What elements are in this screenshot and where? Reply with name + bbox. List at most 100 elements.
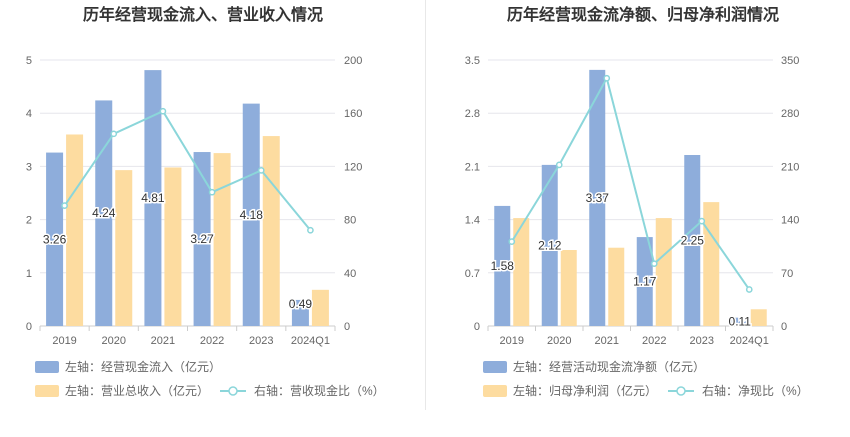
y-left-tick-label: 3.5 xyxy=(465,55,480,67)
y-right-tick-label: 200 xyxy=(344,55,362,67)
y-left-tick-label: 3 xyxy=(26,161,32,173)
bar-net-profit xyxy=(703,202,720,326)
bar-net-profit xyxy=(608,247,625,326)
chart-title: 历年经营现金流净额、归母净利润情况 xyxy=(507,5,779,24)
y-right-tick-label: 160 xyxy=(344,108,362,120)
legend-swatch-marker xyxy=(676,386,686,396)
y-left-tick-label: 0 xyxy=(474,321,480,333)
bar-revenue xyxy=(164,167,182,326)
chart-title: 历年经营现金流入、营业收入情况 xyxy=(83,5,323,24)
y-left-tick-label: 1.4 xyxy=(465,215,480,227)
legend-label: 左轴：营业总收入（亿元） xyxy=(65,383,209,398)
bar-data-label: 3.37 xyxy=(586,191,610,205)
x-tick-label: 2021 xyxy=(151,335,175,347)
bar-net-profit xyxy=(513,218,530,326)
line-cash-revenue-ratio xyxy=(63,109,312,231)
line-point xyxy=(208,188,216,196)
x-tick-label: 2019 xyxy=(500,335,524,347)
x-tick-label: 2022 xyxy=(642,335,666,347)
bar-data-label: 0.49 xyxy=(289,297,313,311)
line-point xyxy=(110,130,118,138)
chart-operating-cash-inflow: 历年经营现金流入、营业收入情况 0 1 2 3 4 5 0 40 80 120 160 200 2019 2… xyxy=(26,5,385,398)
bar-net-cash-flow xyxy=(494,205,511,326)
bar-net-cash-flow xyxy=(684,155,701,326)
chart-net-cash-flow: 历年经营现金流净额、归母净利润情况 0 0.7 1.4 2.1 2.8 3.5 0 70 140 2… xyxy=(465,5,809,398)
legend-swatch xyxy=(483,385,507,397)
y-right-tick-label: 80 xyxy=(344,215,356,227)
legend-label: 左轴：归母净利润（亿元） xyxy=(513,383,657,398)
x-tick-label: 2020 xyxy=(102,335,126,347)
x-tick-label: 2021 xyxy=(595,335,619,347)
y-left-tick-label: 0 xyxy=(26,321,32,333)
bar-data-label: 2.25 xyxy=(681,234,705,248)
bar-cash-inflow xyxy=(144,70,162,326)
bar-net-cash-flow xyxy=(589,69,606,326)
bar-data-label: 4.81 xyxy=(141,191,165,205)
y-left-tick-label: 2.1 xyxy=(465,161,480,173)
y-right-tick-label: 70 xyxy=(781,268,793,280)
line-point xyxy=(555,161,563,169)
legend-label: 右轴：营收现金比（%） xyxy=(254,383,385,398)
line-point xyxy=(257,167,265,174)
bar-cash-inflow xyxy=(95,100,113,326)
bar-data-label: 1.17 xyxy=(633,275,657,289)
bar-data-label: 3.27 xyxy=(190,232,214,246)
bar-data-label: 1.58 xyxy=(491,259,515,273)
bar-revenue xyxy=(262,136,280,326)
y-left-tick-label: 0.7 xyxy=(465,268,480,280)
chart-divider xyxy=(425,0,426,410)
x-tick-label: 2020 xyxy=(547,335,571,347)
bar-cash-inflow xyxy=(193,152,211,326)
bar-cash-inflow xyxy=(46,152,64,326)
legend-swatch xyxy=(35,361,59,373)
bar-net-profit xyxy=(655,218,672,326)
legend-label: 右轴：净现比（%） xyxy=(702,383,809,398)
bar-net-cash-flow xyxy=(636,237,653,326)
line-point xyxy=(61,202,68,209)
y-right-tick-label: 210 xyxy=(781,161,799,173)
x-tick-label: 2019 xyxy=(52,335,76,347)
line-point xyxy=(698,217,706,225)
bar-net-profit xyxy=(560,250,577,326)
bar-net-cash-flow xyxy=(541,164,558,326)
y-right-tick-label: 40 xyxy=(344,268,356,280)
bar-cash-inflow xyxy=(291,299,309,326)
legend-label: 左轴：经营现金流入（亿元） xyxy=(65,359,221,374)
y-right-tick-label: 0 xyxy=(344,321,350,333)
y-right-tick-label: 350 xyxy=(781,55,799,67)
line-point xyxy=(603,74,611,82)
y-left-tick-label: 5 xyxy=(26,55,32,67)
x-tick-label: 2023 xyxy=(690,335,714,347)
x-tick-label: 2023 xyxy=(249,335,273,347)
y-right-tick-label: 140 xyxy=(781,215,799,227)
x-tick-label: 2022 xyxy=(200,335,224,347)
line-point xyxy=(508,238,516,245)
bar-net-cash-flow xyxy=(731,317,748,326)
bar-revenue xyxy=(213,153,231,326)
bar-net-profit xyxy=(750,309,767,326)
bar-cash-inflow xyxy=(242,103,260,327)
line-net-cash-ratio xyxy=(510,75,751,291)
line-point xyxy=(650,260,658,268)
y-left-tick-label: 2 xyxy=(26,215,32,227)
bar-data-label: 4.24 xyxy=(92,206,116,220)
x-tick-label: 2024Q1 xyxy=(730,335,769,347)
y-left-tick-label: 4 xyxy=(26,108,32,120)
y-left-tick-label: 1 xyxy=(26,268,32,280)
bar-revenue xyxy=(66,134,84,326)
line-point xyxy=(159,107,167,115)
y-right-tick-label: 280 xyxy=(781,108,799,120)
line-point xyxy=(745,286,753,293)
bar-revenue xyxy=(311,289,329,326)
bar-data-label: 2.12 xyxy=(538,238,562,252)
y-left-tick-label: 2.8 xyxy=(465,108,480,120)
y-right-tick-label: 0 xyxy=(781,321,787,333)
x-tick-label: 2024Q1 xyxy=(291,335,330,347)
bar-revenue xyxy=(115,170,133,326)
line-point xyxy=(307,226,314,234)
legend-swatch xyxy=(35,385,59,397)
bar-data-label: 0.11 xyxy=(729,315,752,329)
y-right-tick-label: 120 xyxy=(344,161,362,173)
bar-data-label: 4.18 xyxy=(240,208,264,222)
